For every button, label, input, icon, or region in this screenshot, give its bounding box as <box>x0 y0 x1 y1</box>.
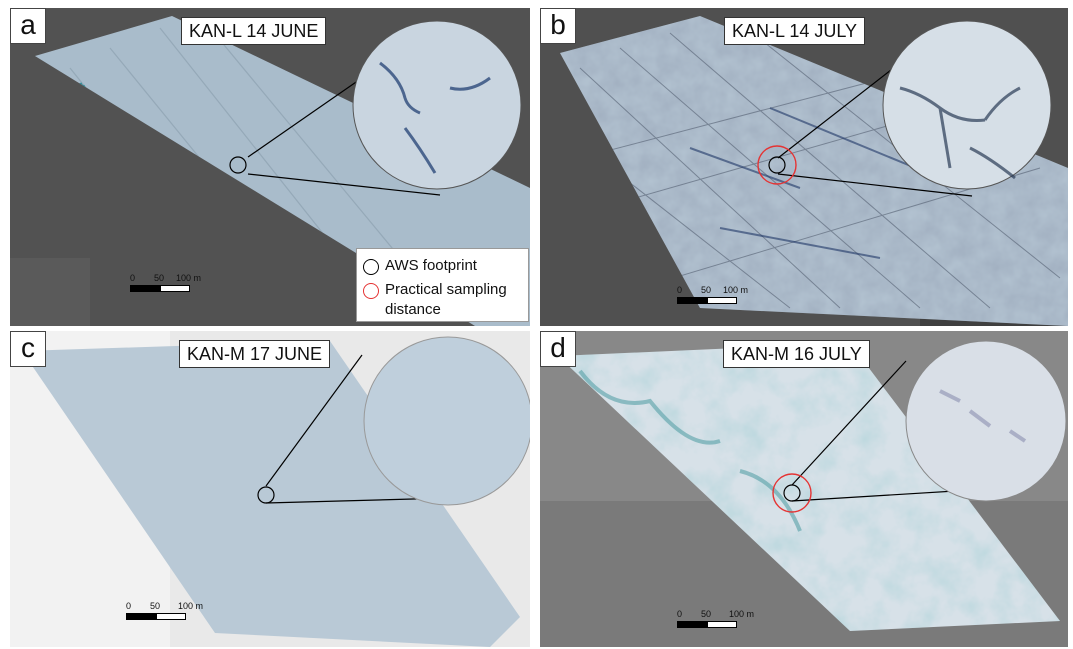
scale-zero: 0 <box>130 273 136 283</box>
scale-mid: 50 <box>701 285 712 295</box>
panel-a-image <box>10 8 530 326</box>
aws-footprint-marker <box>257 486 275 504</box>
legend-aws-footprint: AWS footprint <box>385 257 477 274</box>
panel-b: b KAN-L 14 JULY 0 50 100 m <box>540 8 1068 326</box>
panel-b-image <box>540 8 1068 326</box>
panel-title: KAN-M 16 JULY <box>723 340 870 368</box>
scale-end: 100 m <box>723 285 749 295</box>
aws-footprint-marker <box>783 484 801 502</box>
scale-end: 100 m <box>729 609 755 619</box>
scale-mid: 50 <box>150 601 161 611</box>
panel-letter: d <box>540 331 576 367</box>
scale-bar: 0 50 100 m <box>130 273 240 297</box>
scale-bar: 0 50 100 m <box>126 601 236 625</box>
aws-footprint-marker <box>229 156 247 174</box>
panel-letter: a <box>10 8 46 44</box>
legend-sampling-line1: Practical sampling <box>385 281 507 298</box>
panel-c-image <box>10 331 530 647</box>
aws-footprint-marker <box>768 156 786 174</box>
scale-zero: 0 <box>126 601 132 611</box>
panel-d: d KAN-M 16 JULY 0 50 100 m <box>540 331 1068 647</box>
panel-letter: b <box>540 8 576 44</box>
panel-a: a KAN-L 14 JUNE 0 50 100 m AWS footprint… <box>10 8 530 326</box>
aws-footprint-icon <box>363 259 379 275</box>
scale-mid: 50 <box>701 609 712 619</box>
scale-zero: 0 <box>677 609 683 619</box>
scale-end: 100 m <box>178 601 204 611</box>
panel-letter: c <box>10 331 46 367</box>
panel-title: KAN-L 14 JUNE <box>181 17 327 45</box>
legend-sampling-line2: distance <box>385 301 441 318</box>
sampling-distance-marker <box>772 473 812 513</box>
panel-title: KAN-L 14 JULY <box>724 17 866 45</box>
scale-zero: 0 <box>677 285 683 295</box>
panel-d-image <box>540 331 1068 647</box>
scale-end: 100 m <box>176 273 202 283</box>
legend: AWS footprint Practical sampling distanc… <box>356 248 529 322</box>
panel-title: KAN-M 17 JUNE <box>179 340 331 368</box>
panel-c: c KAN-M 17 JUNE 0 50 100 m <box>10 331 530 647</box>
sampling-distance-marker <box>757 145 797 185</box>
sampling-distance-icon <box>363 283 379 299</box>
scale-bar: 0 50 100 m <box>677 609 787 633</box>
scale-mid: 50 <box>154 273 165 283</box>
scale-bar: 0 50 100 m <box>677 285 787 309</box>
